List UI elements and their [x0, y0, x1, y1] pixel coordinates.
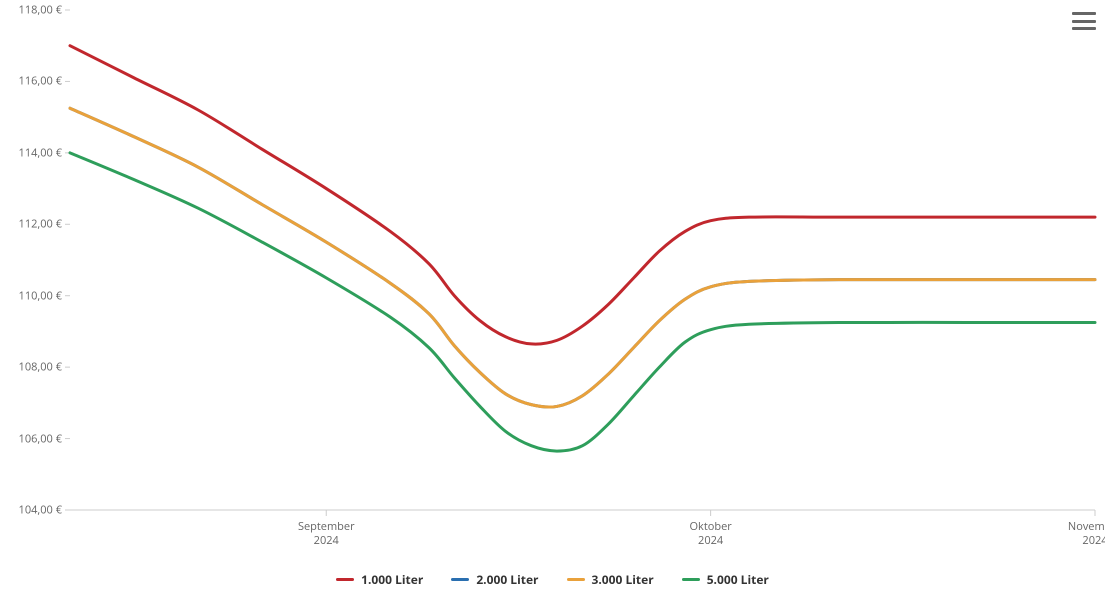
legend-swatch [451, 578, 469, 581]
line-chart: 1.000 Liter 2.000 Liter 3.000 Liter 5.000 L… [0, 0, 1105, 602]
y-axis-tick-label: 116,00 € [19, 74, 62, 89]
legend-item[interactable]: 3.000 Liter [567, 571, 654, 588]
y-axis-tick-label: 110,00 € [19, 288, 62, 303]
series-line [70, 108, 1095, 407]
chart-svg [0, 0, 1105, 602]
series-line [70, 108, 1095, 407]
x-axis-tick-label: September2024 [298, 520, 355, 549]
legend-swatch [336, 578, 354, 581]
y-axis-tick-label: 106,00 € [19, 431, 62, 446]
chart-menu-button[interactable] [1072, 10, 1096, 32]
legend-label: 3.000 Liter [592, 571, 654, 588]
x-axis-tick-label: November2024 [1068, 520, 1105, 549]
legend-item[interactable]: 5.000 Liter [682, 571, 769, 588]
y-axis-tick-label: 118,00 € [19, 3, 62, 18]
legend-swatch [682, 578, 700, 581]
series-line [70, 153, 1095, 451]
series-line [70, 46, 1095, 344]
y-axis-tick-label: 108,00 € [19, 360, 62, 375]
x-axis-tick-label: Oktober2024 [689, 520, 731, 549]
legend-item[interactable]: 1.000 Liter [336, 571, 423, 588]
y-axis-tick-label: 104,00 € [19, 503, 62, 518]
y-axis-tick-label: 112,00 € [19, 217, 62, 232]
legend: 1.000 Liter 2.000 Liter 3.000 Liter 5.000 L… [0, 568, 1105, 588]
legend-label: 2.000 Liter [476, 571, 538, 588]
legend-label: 5.000 Liter [707, 571, 769, 588]
legend-item[interactable]: 2.000 Liter [451, 571, 538, 588]
y-axis-tick-label: 114,00 € [19, 145, 62, 160]
legend-swatch [567, 578, 585, 581]
legend-label: 1.000 Liter [361, 571, 423, 588]
